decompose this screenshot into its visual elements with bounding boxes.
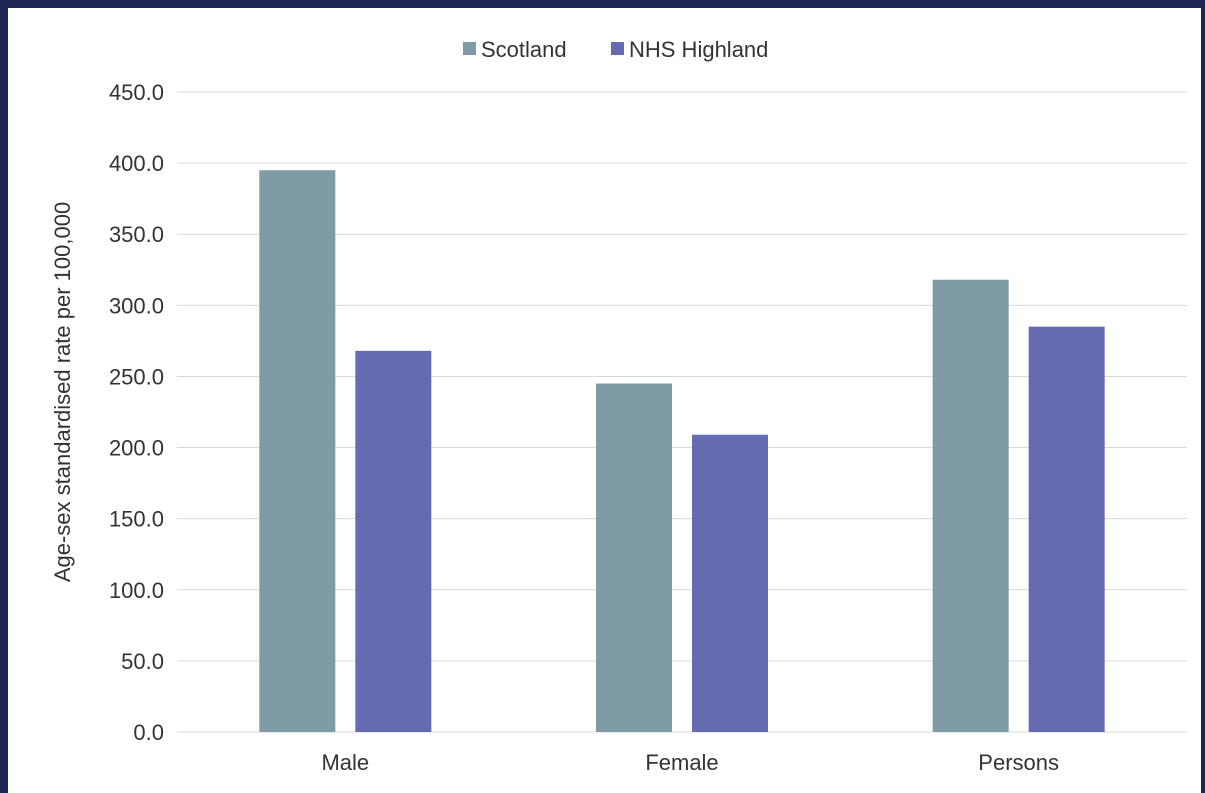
y-tick-label: 250.0 xyxy=(109,364,164,389)
y-tick-label: 150.0 xyxy=(109,507,164,532)
x-category-label: Female xyxy=(645,750,718,775)
legend: Scotland NHS Highland xyxy=(463,37,768,62)
legend-label-nhs-highland: NHS Highland xyxy=(629,37,768,62)
y-axis-ticks: 0.0 50.0 100.0 150.0 200.0 250.0 300.0 350.0 400… xyxy=(109,80,164,745)
legend-swatch-scotland xyxy=(463,42,476,55)
bar-male-nhs-highland xyxy=(355,351,431,732)
y-tick-label: 0.0 xyxy=(133,720,164,745)
legend-label-scotland: Scotland xyxy=(481,37,567,62)
bar-persons-nhs-highland xyxy=(1029,327,1105,732)
y-tick-label: 350.0 xyxy=(109,222,164,247)
y-tick-label: 450.0 xyxy=(109,80,164,105)
bar-male-scotland xyxy=(259,170,335,732)
y-tick-label: 200.0 xyxy=(109,436,164,461)
x-axis-categories: Male Female Persons xyxy=(321,750,1059,775)
bar-persons-scotland xyxy=(933,280,1009,732)
x-category-label: Persons xyxy=(978,750,1059,775)
bars xyxy=(259,170,1104,732)
legend-swatch-nhs-highland xyxy=(611,42,624,55)
bar-female-scotland xyxy=(596,384,672,732)
bar-female-nhs-highland xyxy=(692,435,768,732)
y-tick-label: 400.0 xyxy=(109,151,164,176)
y-tick-label: 50.0 xyxy=(121,649,164,674)
y-tick-label: 300.0 xyxy=(109,293,164,318)
y-tick-label: 100.0 xyxy=(109,578,164,603)
x-category-label: Male xyxy=(321,750,369,775)
y-axis-title: Age-sex standardised rate per 100,000 xyxy=(50,202,75,582)
